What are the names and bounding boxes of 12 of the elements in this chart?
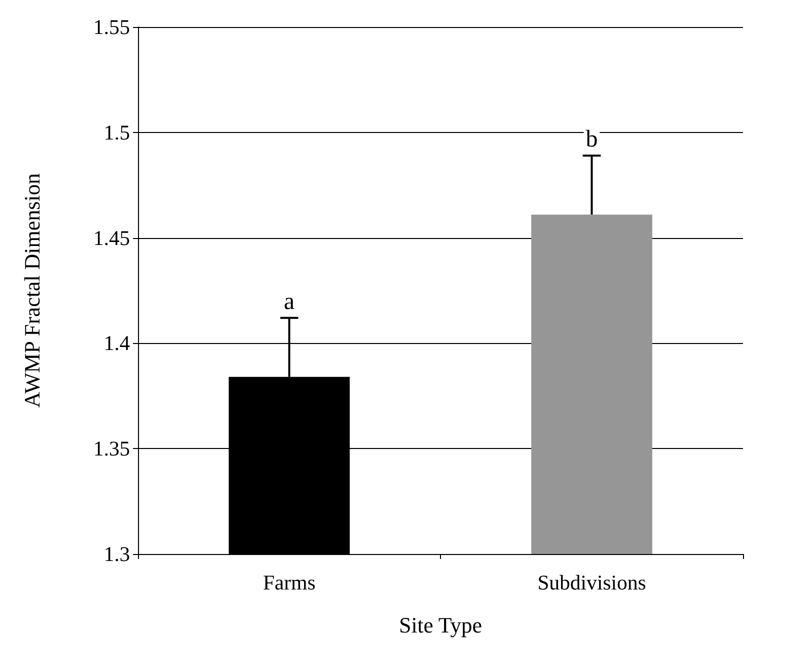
x-tick-label: Farms bbox=[263, 570, 316, 594]
y-tick-label: 1.4 bbox=[104, 331, 130, 356]
annotation: a bbox=[284, 288, 295, 315]
y-tick-label: 1.55 bbox=[93, 15, 130, 39]
y-tick-label: 1.45 bbox=[93, 226, 130, 250]
y-tick-label: 1.3 bbox=[104, 542, 130, 566]
x-axis-title: Site Type bbox=[399, 612, 482, 638]
annotation: b bbox=[586, 126, 598, 153]
x-tick-label: Subdivisions bbox=[537, 570, 646, 594]
y-tick-label: 1.5 bbox=[104, 120, 130, 144]
y-tick-label: 1.35 bbox=[93, 436, 130, 461]
y-axis-title: AWMP Fractal Dimension bbox=[20, 173, 44, 408]
